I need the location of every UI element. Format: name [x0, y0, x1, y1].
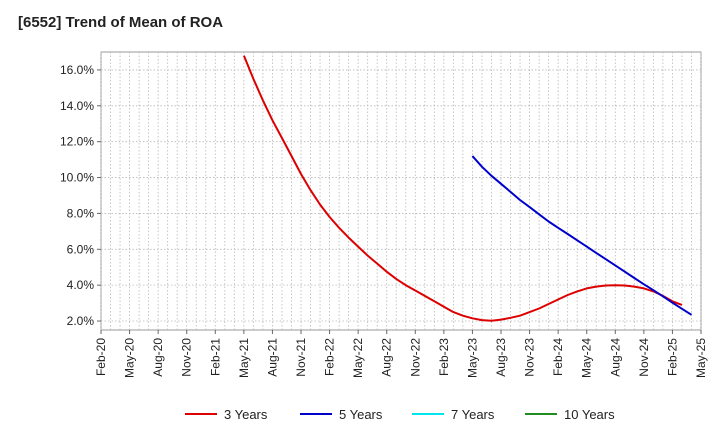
x-tick-label: May-20	[123, 338, 137, 378]
y-tick-label: 14.0%	[60, 99, 94, 113]
series-lines	[242, 55, 693, 322]
x-axis-ticks: Feb-20 May-20 Aug-20 Nov-20 Feb-21 May-21 Aug-…	[94, 330, 708, 378]
x-tick-label: Feb-23	[437, 338, 451, 376]
legend-label-2: 7 Years	[451, 407, 495, 422]
y-tick-label: 10.0%	[60, 171, 94, 185]
x-tick-label: Aug-23	[494, 338, 508, 377]
x-tick-label: Feb-25	[665, 338, 679, 376]
x-tick-label: Nov-21	[294, 338, 308, 377]
x-tick-label: Feb-21	[208, 338, 222, 376]
x-tick-label: Nov-23	[523, 338, 537, 377]
y-tick-label: 12.0%	[60, 135, 94, 149]
x-tick-label: Nov-20	[180, 338, 194, 377]
legend-label-0: 3 Years	[224, 407, 268, 422]
series-line-0	[242, 55, 683, 322]
x-tick-label: Aug-24	[608, 338, 622, 377]
x-tick-label: May-21	[237, 338, 251, 378]
y-tick-label: 8.0%	[67, 206, 95, 220]
series-line-1	[471, 155, 693, 316]
y-tick-label: 16.0%	[60, 63, 94, 77]
x-tick-label: Aug-22	[380, 338, 394, 377]
plot-area	[100, 51, 702, 331]
chart-title: [6552] Trend of Mean of ROA	[18, 14, 224, 31]
y-tick-label: 6.0%	[67, 242, 95, 256]
x-tick-label: May-24	[580, 338, 594, 378]
x-tick-label: Feb-20	[94, 338, 108, 376]
grid-lines	[100, 52, 702, 330]
x-tick-label: Nov-24	[637, 338, 651, 377]
x-tick-label: Aug-20	[151, 338, 165, 377]
x-tick-label: May-23	[465, 338, 479, 378]
legend-label-3: 10 Years	[564, 407, 615, 422]
x-tick-label: Feb-22	[323, 338, 337, 376]
y-axis-ticks: 2.0% 4.0% 6.0% 8.0% 10.0% 12.0% 14.0% 16.0%	[60, 63, 101, 328]
x-tick-label: Nov-22	[408, 338, 422, 377]
y-tick-label: 2.0%	[67, 314, 95, 328]
x-tick-label: Feb-24	[551, 338, 565, 376]
legend: 3 Years 5 Years 7 Years 10 Years	[185, 407, 615, 422]
legend-label-1: 5 Years	[339, 407, 383, 422]
x-tick-label: May-25	[694, 338, 708, 378]
x-tick-label: Aug-21	[265, 338, 279, 377]
y-tick-label: 4.0%	[67, 278, 95, 292]
x-tick-label: May-22	[351, 338, 365, 378]
